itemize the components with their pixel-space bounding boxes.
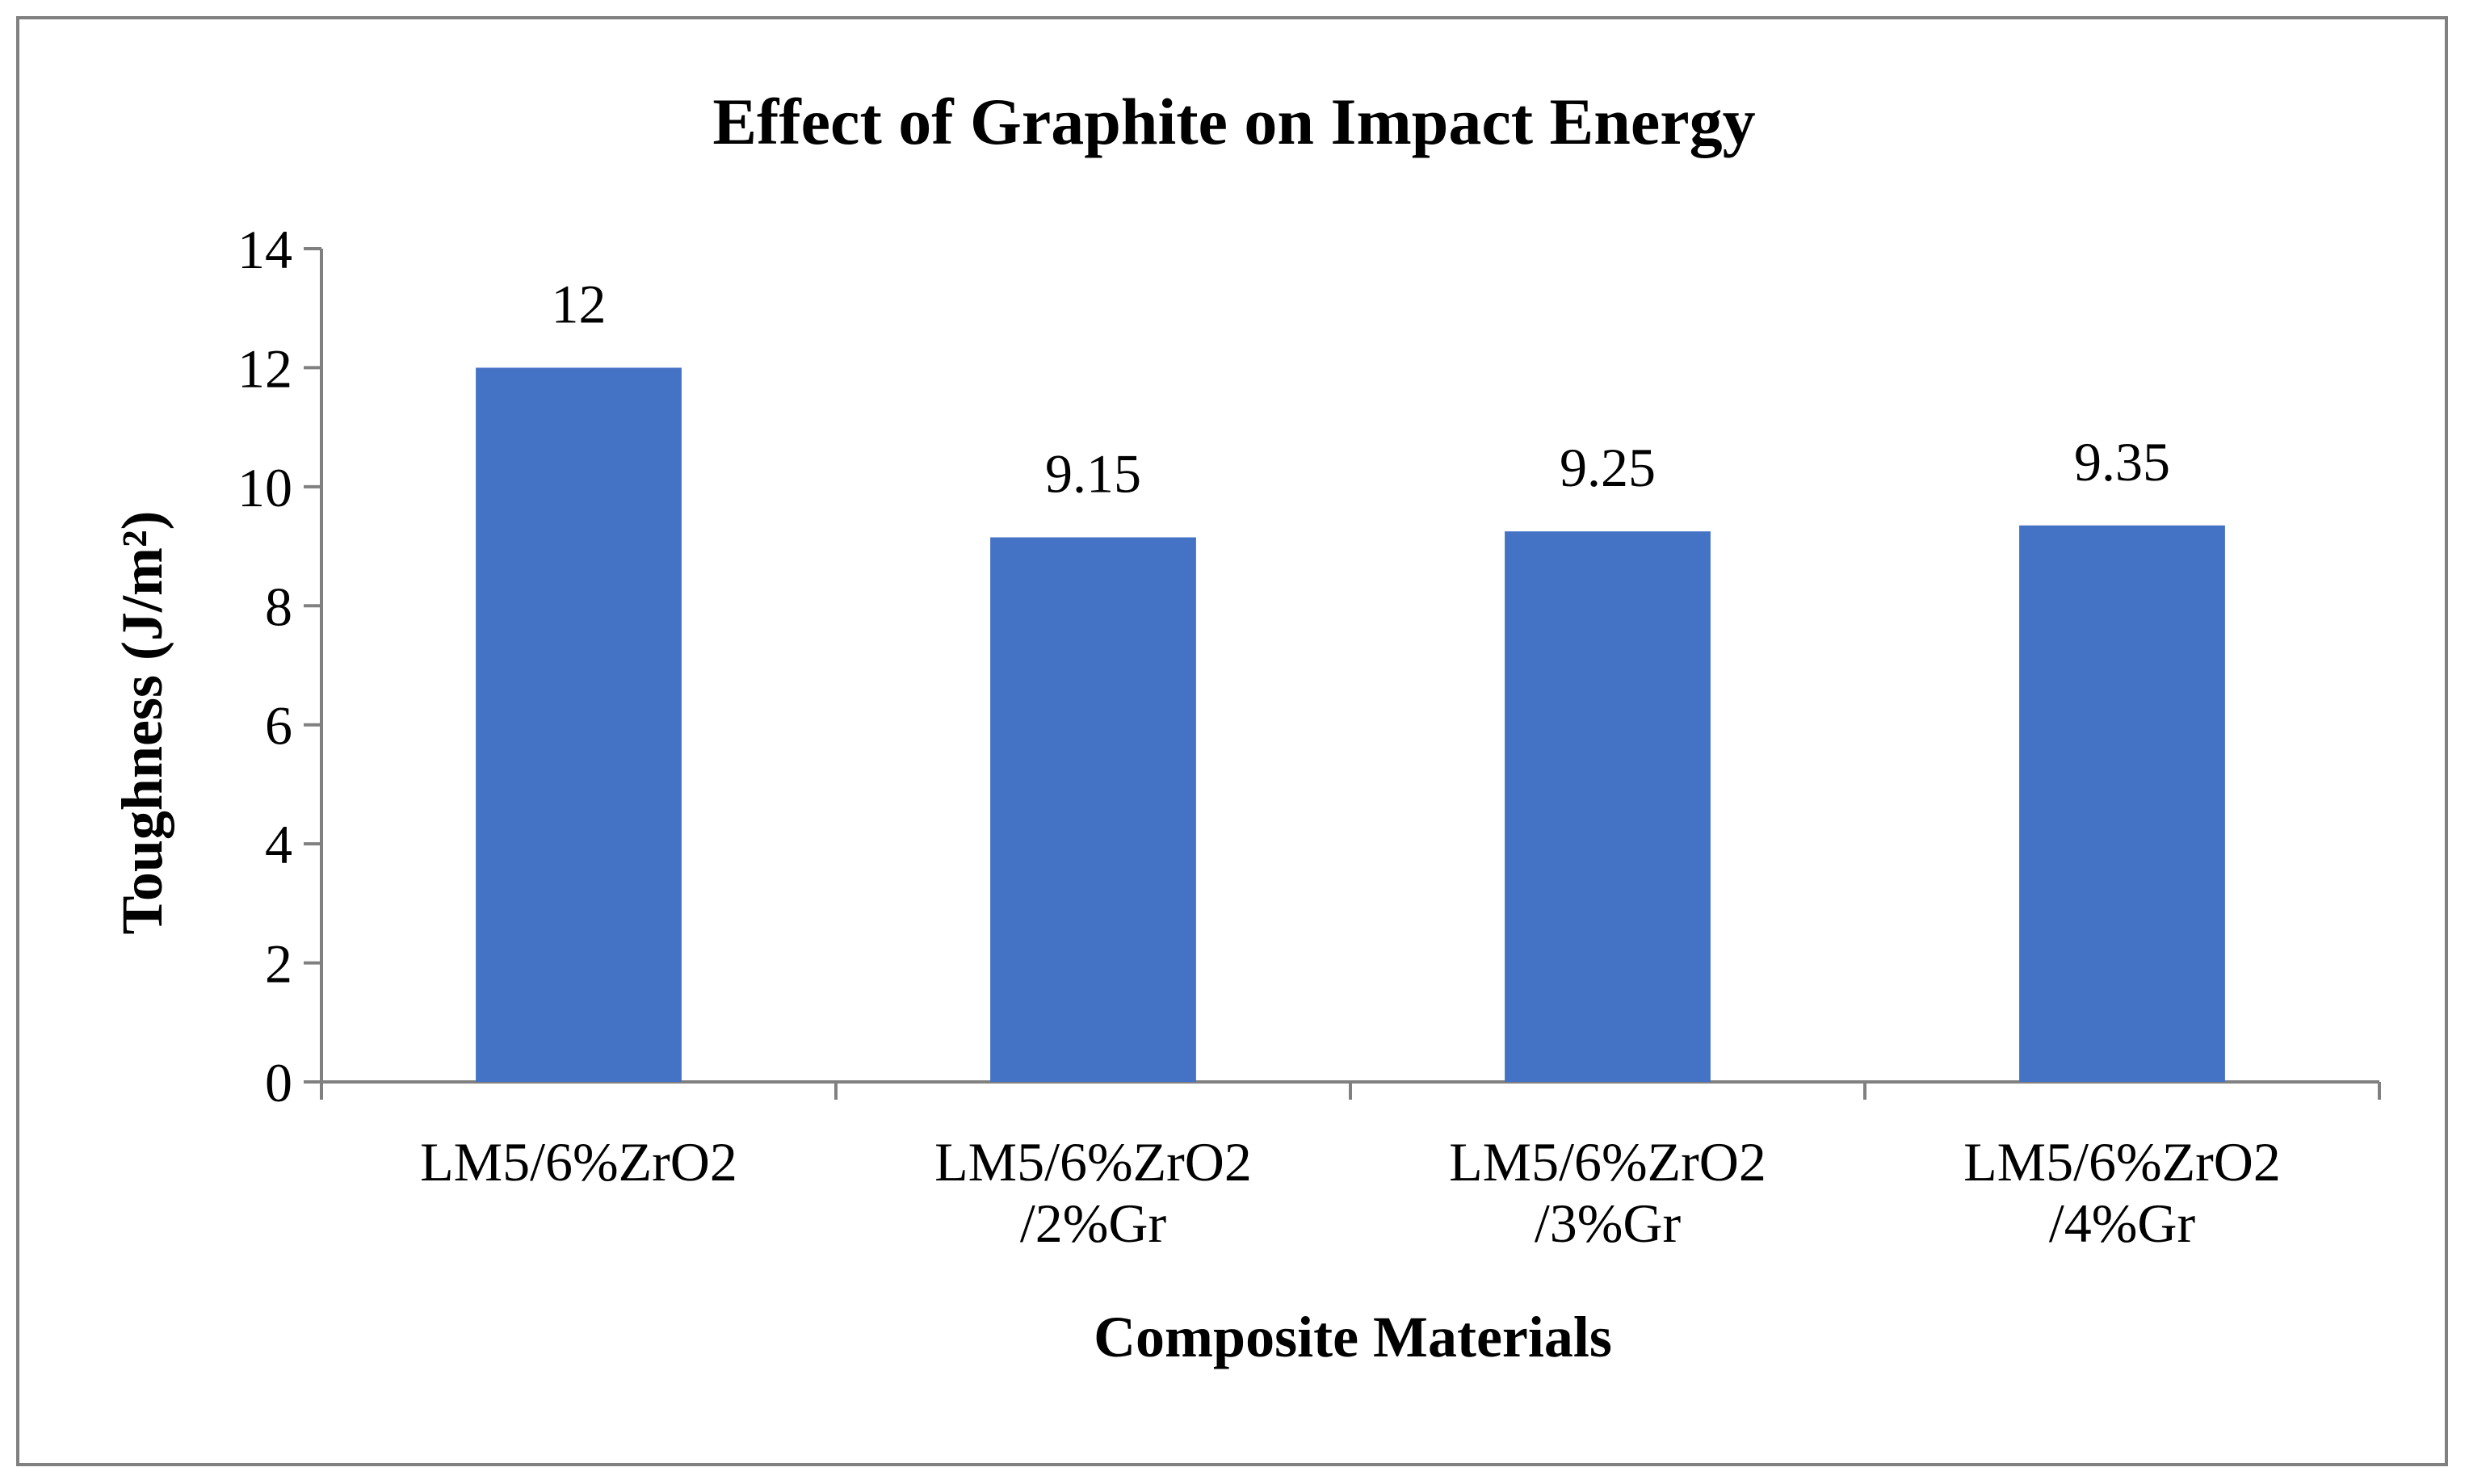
y-tick-label: 12 [237,337,292,399]
data-label: 9.15 [1045,443,1141,505]
y-tick-label: 6 [265,695,292,757]
y-tick-label: 10 [237,457,292,518]
bar [2019,525,2225,1082]
x-axis-title: Composite Materials [1094,1305,1612,1369]
data-label: 9.25 [1560,437,1656,498]
y-axis-title-group: Toughness (J/m²) [110,510,174,934]
y-axis-title: Toughness (J/m²) [110,510,174,934]
x-tick-label: /2%Gr [1020,1193,1167,1254]
plot-area: 0 2 4 6 8 10 12 14 12 LM5/6%ZrO2 9.15 LM5/6%ZrO2/2%… [237,219,2381,1254]
x-tick-label: LM5/6%ZrO2 [934,1131,1252,1193]
y-tick-label: 2 [265,933,292,995]
chart-title: Effect of Graphite on Impact Energy [712,85,1755,158]
x-tick-label: /4%Gr [2049,1193,2196,1254]
y-tick-label: 0 [265,1052,292,1113]
y-tick-label: 8 [265,576,292,637]
data-label: 12 [552,273,607,334]
x-tick-label: LM5/6%ZrO2 [1963,1131,2281,1193]
x-tick-label: LM5/6%ZrO2 [1449,1131,1766,1193]
x-tick-label: LM5/6%ZrO2 [420,1131,737,1193]
x-tick-label: /3%Gr [1535,1193,1682,1254]
y-tick-label: 4 [265,814,292,875]
bar [1505,531,1711,1082]
y-tick-label: 14 [237,219,292,280]
bar [990,537,1196,1082]
bar [476,367,682,1082]
data-label: 9.35 [2074,431,2170,493]
